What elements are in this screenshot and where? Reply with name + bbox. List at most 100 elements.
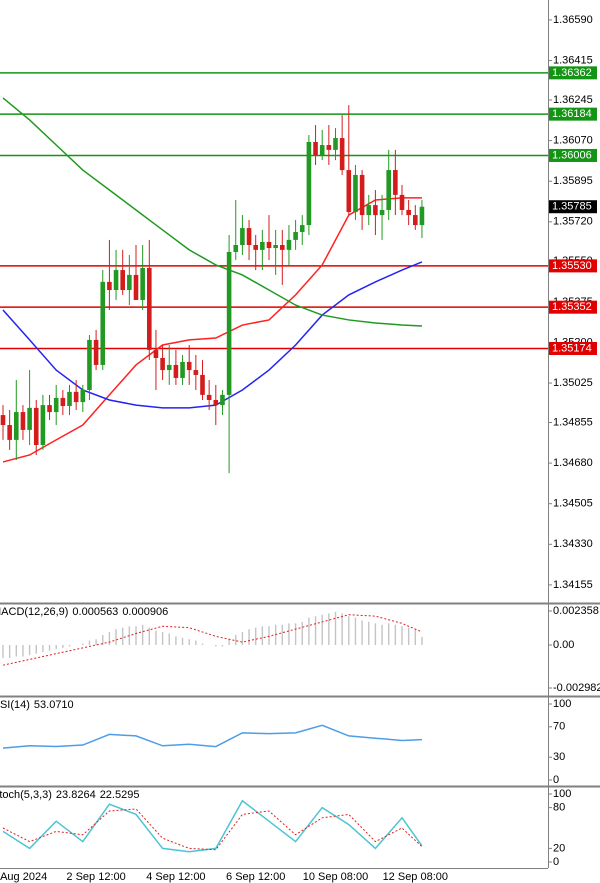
macd-bar bbox=[88, 640, 91, 646]
macd-bar bbox=[141, 624, 144, 646]
y-tick-label: 1.35895 bbox=[553, 175, 593, 187]
candle-body bbox=[200, 374, 205, 395]
level-label: 1.36362 bbox=[549, 66, 597, 80]
candle-body bbox=[293, 232, 298, 240]
candle-body bbox=[326, 145, 332, 150]
x-tick-label: 10 Sep 08:00 bbox=[303, 871, 368, 883]
y-tick-label: 1.34680 bbox=[553, 457, 593, 469]
macd-bar bbox=[102, 634, 104, 646]
level-label-text: 1.36006 bbox=[552, 149, 592, 161]
level-label-text: 1.35174 bbox=[552, 342, 592, 354]
candle-body bbox=[379, 209, 385, 216]
macd-bar bbox=[394, 624, 397, 646]
candle-body bbox=[286, 239, 292, 250]
macd-bar bbox=[2, 645, 4, 658]
indicator-label: MACD(12,26,9) bbox=[0, 606, 68, 618]
level-label-box bbox=[549, 148, 597, 162]
candle-body bbox=[353, 174, 358, 213]
candle-body bbox=[386, 170, 391, 210]
candle-body bbox=[127, 274, 132, 291]
y-tick-label: 1.36070 bbox=[553, 135, 593, 147]
indicator-label: 0.000906 bbox=[122, 606, 168, 618]
indicator-label: 53.0710 bbox=[34, 699, 74, 711]
axes: 1.36590 1.36415 1.36245 1.36070 1.35895 1.357… bbox=[0, 14, 600, 883]
signal-line bbox=[2, 614, 423, 666]
macd-bar bbox=[135, 626, 137, 646]
indicator-label: 0.000563 bbox=[72, 606, 118, 618]
macd-bar bbox=[388, 623, 390, 646]
macd-bar bbox=[301, 621, 303, 646]
current-price-box bbox=[549, 200, 597, 214]
y-tick-label: 70 bbox=[553, 721, 565, 733]
candle-body bbox=[160, 357, 165, 371]
level-label: 1.35530 bbox=[549, 259, 597, 273]
candle-body bbox=[246, 228, 252, 246]
macd-bar bbox=[188, 639, 190, 646]
candle-body bbox=[206, 394, 212, 400]
macd-bar bbox=[235, 634, 237, 646]
candle-body bbox=[133, 274, 139, 300]
candle-body bbox=[147, 267, 152, 350]
candle-body bbox=[413, 215, 418, 226]
candle-body bbox=[213, 399, 219, 406]
macd-bar bbox=[381, 624, 383, 646]
macd-bar bbox=[374, 623, 377, 646]
macd-bar bbox=[348, 616, 350, 646]
candle-body bbox=[166, 364, 172, 371]
level-label: 1.36006 bbox=[549, 148, 597, 162]
y-tick-label: 100 bbox=[553, 788, 571, 800]
candle-body bbox=[366, 205, 372, 216]
indicator-line bbox=[2, 724, 422, 749]
candle-body bbox=[253, 245, 258, 250]
candle-body bbox=[333, 138, 338, 150]
macd-bar bbox=[122, 627, 124, 646]
indicator-line bbox=[2, 808, 423, 851]
level-label-box bbox=[549, 107, 597, 121]
indicator-label: 22.5295 bbox=[100, 789, 140, 801]
y-tick-label: 80 bbox=[553, 802, 565, 814]
candle-body bbox=[373, 205, 378, 216]
candle-body bbox=[27, 407, 32, 430]
candle-body bbox=[7, 425, 12, 440]
macd-bar bbox=[35, 645, 37, 654]
macd-bar bbox=[321, 614, 323, 646]
candle-body bbox=[120, 270, 125, 291]
macd-bar bbox=[168, 633, 170, 646]
level-label-text: 1.35530 bbox=[552, 260, 592, 272]
macd-bar bbox=[201, 643, 204, 646]
candle-body bbox=[173, 364, 179, 378]
candle-body bbox=[100, 281, 106, 365]
macd-bar bbox=[328, 613, 330, 646]
macd-bar bbox=[294, 623, 297, 646]
candle-body bbox=[0, 415, 6, 426]
moving-average bbox=[2, 97, 422, 327]
macd-bar bbox=[228, 639, 230, 646]
candle-body bbox=[180, 361, 185, 378]
macd-bar bbox=[221, 645, 224, 647]
y-tick-label: 30 bbox=[553, 751, 565, 763]
candle-body bbox=[220, 394, 225, 406]
candle-body bbox=[33, 407, 39, 445]
x-tick-label: 12 Sep 08:00 bbox=[383, 871, 448, 883]
indicator-label: 23.8264 bbox=[56, 789, 96, 801]
level-label-box bbox=[549, 66, 597, 80]
y-tick-label: 100 bbox=[553, 698, 571, 710]
level-label-box bbox=[549, 300, 597, 314]
macd-bar bbox=[334, 611, 337, 646]
macd-bar bbox=[314, 616, 317, 646]
macd-bar bbox=[62, 645, 64, 648]
macd-bar bbox=[281, 624, 283, 646]
y-tick-label: 1.34855 bbox=[553, 416, 593, 428]
macd-bar bbox=[48, 645, 51, 651]
y-tick-label: 0.00 bbox=[553, 639, 574, 651]
macd-bar bbox=[308, 617, 310, 646]
y-tick-label: 0.002358 bbox=[553, 605, 599, 617]
indicator-label: Stoch(5,3,3) bbox=[0, 789, 52, 801]
macd-bar bbox=[82, 643, 84, 646]
indicator-line bbox=[2, 799, 423, 853]
macd-bar bbox=[108, 632, 111, 646]
macd-bar bbox=[341, 613, 343, 646]
